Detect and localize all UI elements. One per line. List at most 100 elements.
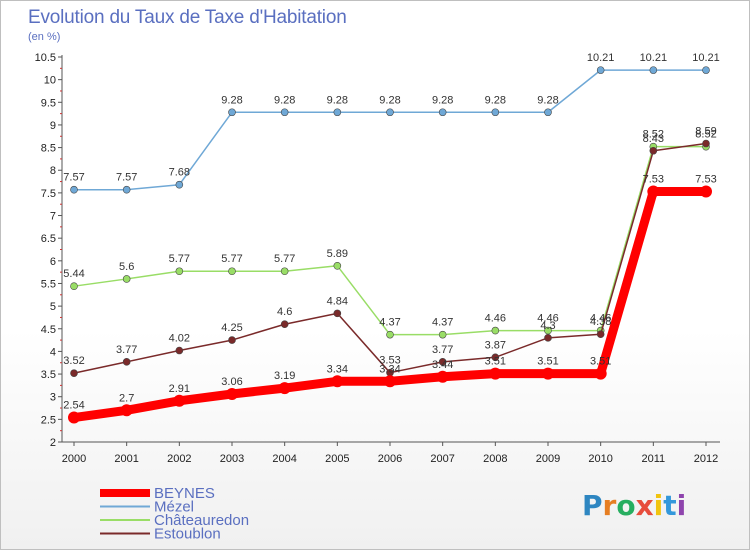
data-label-estoublon: 3.52 — [63, 355, 84, 367]
data-label-chateauredon: 8.52 — [643, 129, 664, 141]
y-tick-label: 6.5 — [41, 233, 56, 245]
y-tick-label: 10 — [44, 75, 56, 87]
logo-letter: t — [663, 489, 676, 522]
chart-title: Evolution du Taux de Taxe d'Habitation — [28, 7, 347, 28]
point-mezel — [280, 108, 289, 117]
point-mezel — [70, 185, 78, 194]
data-label-beynes: 3.51 — [485, 356, 506, 368]
point-beynes — [173, 394, 186, 407]
point-chateauredon — [438, 330, 447, 339]
point-mezel — [544, 108, 552, 117]
y-tick-label: 9.5 — [41, 97, 56, 109]
data-label-estoublon: 3.87 — [485, 339, 506, 351]
x-tick-label: 2007 — [430, 453, 454, 465]
data-label-beynes: 3.34 — [327, 363, 348, 375]
data-label-mezel: 9.28 — [537, 94, 558, 106]
logo-letter: i — [677, 489, 687, 522]
data-label-beynes: 3.19 — [274, 370, 295, 382]
data-label-beynes: 7.53 — [643, 174, 664, 186]
data-label-chateauredon: 5.77 — [221, 253, 242, 265]
chart-unit: (en %) — [28, 31, 61, 43]
y-tick-label: 5 — [50, 301, 56, 313]
x-tick-label: 2009 — [536, 453, 560, 465]
point-chateauredon — [70, 282, 78, 290]
legend-label-beynes: BEYNES — [154, 485, 215, 502]
data-label-chateauredon: 4.46 — [485, 313, 506, 325]
point-beynes — [489, 367, 502, 380]
data-label-mezel: 7.57 — [116, 172, 137, 184]
point-chateauredon — [175, 267, 184, 276]
point-beynes — [594, 367, 607, 380]
x-tick-label: 2000 — [62, 453, 86, 465]
data-label-mezel: 10.21 — [640, 52, 668, 64]
x-tick-label: 2008 — [483, 453, 507, 465]
data-label-mezel: 9.28 — [221, 94, 242, 106]
y-tick-label: 8 — [50, 165, 56, 177]
point-estoublon — [70, 369, 78, 377]
point-chateauredon — [280, 267, 289, 276]
y-tick-label: 8.5 — [41, 143, 56, 155]
data-label-beynes: 2.7 — [119, 392, 134, 404]
y-tick-label: 2 — [50, 437, 56, 449]
axes: 22.533.544.555.566.577.588.599.51010.520… — [35, 52, 720, 465]
logo-text: Proxiti — [582, 489, 686, 522]
point-estoublon — [228, 336, 236, 344]
data-label-chateauredon: 5.89 — [327, 248, 348, 260]
data-label-chateauredon: 5.44 — [63, 268, 84, 280]
data-label-mezel: 9.28 — [327, 94, 348, 106]
data-labels: 2.54 2.7 2.91 3.06 3.19 3.34 3.34 3.44 3.51 3.51 3… — [63, 52, 719, 411]
data-label-chateauredon: 4.37 — [432, 317, 453, 329]
point-mezel — [491, 108, 500, 117]
data-label-beynes: 3.06 — [221, 376, 242, 388]
point-estoublon — [438, 358, 447, 366]
logo-letter: x — [636, 489, 654, 522]
data-label-mezel: 9.28 — [485, 94, 506, 106]
x-tick-label: 2005 — [325, 453, 349, 465]
x-tick-label: 2003 — [220, 453, 244, 465]
point-beynes — [647, 185, 660, 198]
x-tick-label: 2012 — [694, 453, 718, 465]
proxiti-logo: Proxiti — [582, 489, 686, 522]
point-chateauredon — [491, 326, 500, 335]
legend-label-mezel: Mézel — [154, 499, 194, 516]
x-tick-label: 2006 — [378, 453, 402, 465]
logo-letter: r — [603, 489, 617, 522]
data-label-chateauredon: 5.6 — [119, 261, 134, 273]
point-estoublon — [596, 330, 605, 339]
point-beynes — [384, 375, 396, 388]
y-tick-label: 2.5 — [41, 414, 56, 426]
point-beynes — [68, 411, 80, 424]
data-label-estoublon: 4.38 — [590, 316, 611, 328]
data-label-mezel: 10.21 — [587, 52, 615, 64]
point-mezel — [438, 108, 447, 117]
data-label-beynes: 3.51 — [537, 356, 558, 368]
data-label-estoublon: 8.43 — [643, 133, 664, 145]
point-estoublon — [333, 309, 342, 318]
point-mezel — [333, 108, 342, 117]
point-chateauredon — [333, 262, 342, 270]
data-label-chateauredon: 4.37 — [379, 317, 400, 329]
point-chateauredon — [122, 275, 131, 283]
data-label-chateauredon: 8.52 — [695, 129, 716, 141]
y-tick-label: 10.5 — [35, 52, 56, 64]
point-mezel — [122, 185, 131, 194]
point-beynes — [436, 370, 449, 383]
point-beynes — [542, 367, 554, 380]
series-group — [68, 66, 712, 424]
y-tick-label: 9 — [50, 120, 56, 132]
y-tick-label: 7 — [50, 211, 56, 223]
point-estoublon — [122, 358, 131, 366]
data-label-mezel: 9.28 — [379, 94, 400, 106]
point-beynes — [278, 382, 291, 395]
point-beynes — [331, 375, 344, 388]
logo-letter: o — [616, 489, 635, 522]
x-tick-label: 2002 — [167, 453, 191, 465]
point-estoublon — [649, 146, 658, 155]
data-label-estoublon: 4.6 — [277, 306, 292, 318]
data-label-estoublon: 4.25 — [221, 322, 242, 334]
point-mezel — [175, 180, 184, 189]
point-mezel — [702, 66, 710, 74]
y-tick-label: 4.5 — [41, 324, 56, 336]
